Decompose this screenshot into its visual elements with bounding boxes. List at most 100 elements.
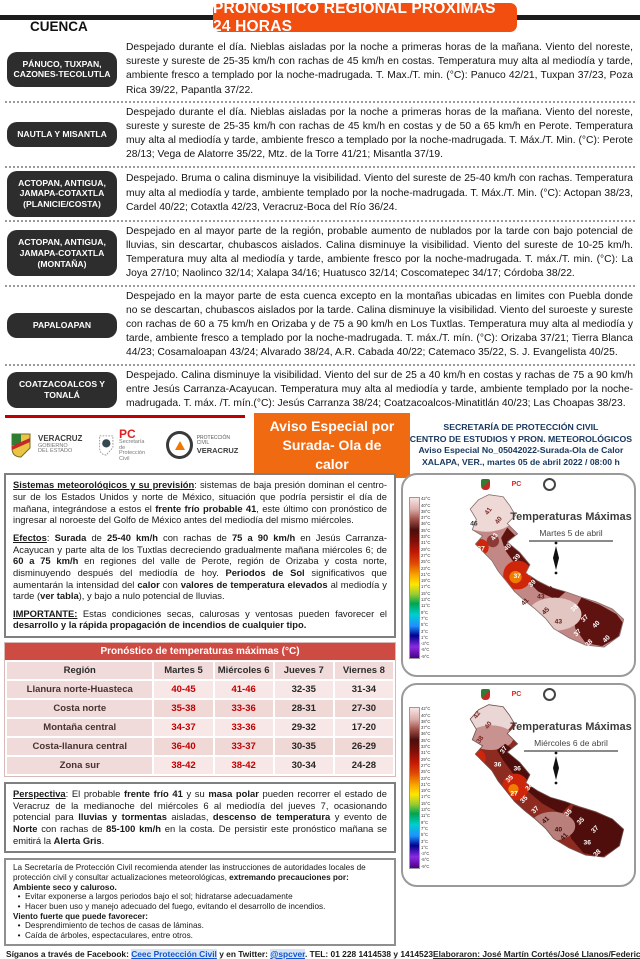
compass-icon [553, 541, 559, 575]
temp-value: 38-42 [152, 755, 215, 777]
org-line: Aviso Especial No_05042022-Surada-Ola de… [418, 445, 624, 456]
left-column: Sistemas meteorológicos y su previsión: … [4, 473, 396, 946]
scale-labels: 42°C 40°C 38°C 37°C 36°C 35°C 33°C 31°C 29°C 27°C… [421, 496, 431, 659]
table-row: Costa norte 35-38 33-36 28-31 27-30 [4, 698, 396, 720]
forecast-text: Despejado en la mayor parte de esta cuen… [126, 290, 633, 359]
temp-value: 17-20 [332, 717, 396, 739]
svg-text:43: 43 [555, 619, 563, 626]
org-line: XALAPA, VER., martes 05 de abril 2022 / … [421, 457, 620, 467]
table-row: Zona sur 38-42 38-42 30-34 24-28 [4, 755, 396, 777]
map-title-block: Temperaturas Máximas Martes 5 de abril [507, 511, 634, 543]
importante-paragraph: IMPORTANTE: Estas condiciones secas, cal… [13, 607, 387, 631]
forecast-row: ACTOPAN, ANTIGUA, JAMAPA-COTAXTLA (PLANI… [5, 168, 635, 222]
recommendations-box: La Secretaría de Protección Civil recomi… [4, 858, 396, 946]
rec-group-heading: Viento fuerte que puede favorecer: [13, 911, 148, 921]
mini-state-logo [480, 478, 490, 491]
svg-text:38: 38 [592, 848, 602, 858]
region-badge: NAUTLA Y MISANTLA [7, 121, 117, 147]
mini-state-logo [480, 688, 490, 701]
region-badge: PÁNUCO, TUXPAN, CAZONES-TECOLUTLA [7, 51, 117, 88]
svg-text:37: 37 [590, 825, 600, 835]
pc-secretaria-logo: PC Secretaría de Protección Civil [98, 428, 150, 463]
column-header: Martes 5 [152, 660, 215, 682]
map-title: Temperaturas Máximas [510, 721, 632, 734]
mini-ring-logo [543, 478, 557, 492]
temp-value: 33-37 [212, 736, 275, 758]
logo-text: VERACRUZ [38, 434, 83, 444]
row-region: Costa-llanura central [4, 736, 155, 758]
svg-text:43: 43 [537, 594, 545, 601]
svg-text:40: 40 [484, 720, 494, 730]
svg-text:38: 38 [584, 638, 594, 648]
region-badge: PAPALOAPAN [7, 312, 117, 338]
logo-text: PROTECCIÓN CIVIL [196, 435, 231, 447]
mini-ring-logo [543, 688, 557, 702]
temp-value: 31-34 [332, 679, 396, 701]
svg-text:40: 40 [591, 620, 601, 630]
map-card-wednesday: PC 42°C 40°C 38°C 37°C 36°C 35°C 33°C 31°C 29°C 2… [401, 683, 636, 888]
page-header: PRONÓSTICO REGIONAL PRÓXIMAS 24 HORAS CU… [0, 0, 640, 37]
rec-group-heading: Ambiente seco y caluroso. [13, 882, 117, 892]
footer-link[interactable]: @spcver [270, 948, 305, 959]
svg-text:34: 34 [524, 782, 534, 792]
temp-value: 33-36 [212, 698, 275, 720]
rec-bullet: • Hacer buen uso y manejo adecuado del fu… [13, 902, 387, 912]
proteccion-civil-veracruz-logo: PROTECCIÓN CIVIL VERACRUZ [166, 431, 240, 460]
column-header: Viernes 8 [332, 660, 396, 682]
efectos-paragraph: Efectos: Surada de 25-40 km/h con rachas… [13, 531, 388, 602]
forecast-text: Despejado durante el día. Nieblas aislad… [126, 106, 633, 161]
credits: Elaboraron: José Martín Cortés/José Llan… [433, 948, 640, 959]
org-line: CENTRO DE ESTUDIOS Y PRON. METEOROLÓGICO… [409, 433, 632, 444]
column-header: Miércoles 6 [212, 660, 275, 682]
svg-text:35: 35 [505, 774, 515, 784]
table-row: Llanura norte-Huasteca 40-45 41-46 32-35… [4, 679, 396, 701]
rec-bullet: • Desprendimiento de techos de casas de l… [13, 921, 387, 931]
svg-text:43: 43 [490, 532, 500, 542]
aviso-title-line2: Surada- Ola de calor [282, 436, 382, 472]
temp-value: 30-34 [272, 755, 335, 777]
svg-text:35: 35 [519, 795, 529, 805]
svg-text:27: 27 [510, 791, 518, 798]
svg-text:37: 37 [499, 745, 509, 755]
footer-link[interactable]: Ceec Protección Civil [131, 948, 217, 959]
temperature-scale: 42°C 40°C 38°C 37°C 36°C 35°C 33°C 31°C 29°C 27°C… [409, 706, 431, 870]
svg-text:45: 45 [541, 606, 551, 616]
temp-value: 40-45 [152, 679, 215, 701]
mini-pc-logo: PC [511, 481, 522, 489]
column-header: Región [4, 660, 155, 682]
forecast-text: Despejado en al mayor parte de la región… [126, 225, 633, 280]
logo-text: Secretaría de [119, 438, 145, 451]
forecast-row: PÁNUCO, TUXPAN, CAZONES-TECOLUTLA Despej… [5, 38, 635, 103]
region-badge: COATZACOALCOS Y TONALÁ [7, 372, 117, 408]
forecast-row: COATZACOALCOS Y TONALÁ Despejado. Calina… [5, 366, 635, 415]
page-title: PRONÓSTICO REGIONAL PRÓXIMAS 24 HORAS [213, 0, 517, 35]
svg-text:37: 37 [477, 546, 485, 553]
bullet-icon: • [17, 931, 21, 941]
maps-column: PC 42°C 40°C 38°C 37°C 36°C 35°C 33°C 31°C 29°C 2… [401, 473, 636, 946]
temp-value: 26-29 [332, 736, 396, 758]
svg-text:41: 41 [546, 585, 556, 595]
region-badge: ACTOPAN, ANTIGUA, JAMAPA-COTAXTLA (PLANI… [7, 170, 117, 217]
forecast-text: Despejado. Calina disminuye la visibilid… [126, 369, 633, 410]
table-title: Pronóstico de temperaturas máximas (°C) [5, 643, 395, 661]
svg-text:36: 36 [513, 766, 521, 773]
temp-value: 24-28 [332, 755, 396, 777]
map-title-block: Temperaturas Máximas Miércoles 6 de abri… [507, 721, 634, 753]
aviso-title: Aviso Especial por Surada- Ola de calor [254, 412, 410, 478]
table-row: Costa-llanura central 36-40 33-37 30-35 … [4, 736, 396, 758]
svg-text:41: 41 [541, 815, 551, 825]
section-divider [5, 415, 245, 419]
region-badge: ACTOPAN, ANTIGUA, JAMAPA-COTAXTLA (MONTA… [7, 230, 117, 277]
logo-text: GOBIERNO [38, 442, 68, 449]
map-subtitle: Martes 5 de abril [529, 527, 613, 543]
row-region: Llanura norte-Huasteca [4, 679, 155, 701]
row-region: Costa norte [4, 698, 155, 720]
temp-value: 41-46 [212, 679, 275, 701]
scale-labels: 42°C 40°C 38°C 37°C 36°C 35°C 33°C 31°C 29°C 27°C… [421, 706, 431, 869]
watershed-label: CUENCA [30, 19, 88, 34]
row-region: Montaña central [4, 717, 155, 739]
svg-text:37: 37 [531, 805, 541, 815]
main-content: Sistemas meteorológicos y su previsión: … [0, 471, 640, 946]
synopsis-box: Sistemas meteorológicos y su previsión: … [4, 473, 396, 639]
social-links: Síganos a través de Facebook: Ceec Prote… [6, 948, 434, 959]
